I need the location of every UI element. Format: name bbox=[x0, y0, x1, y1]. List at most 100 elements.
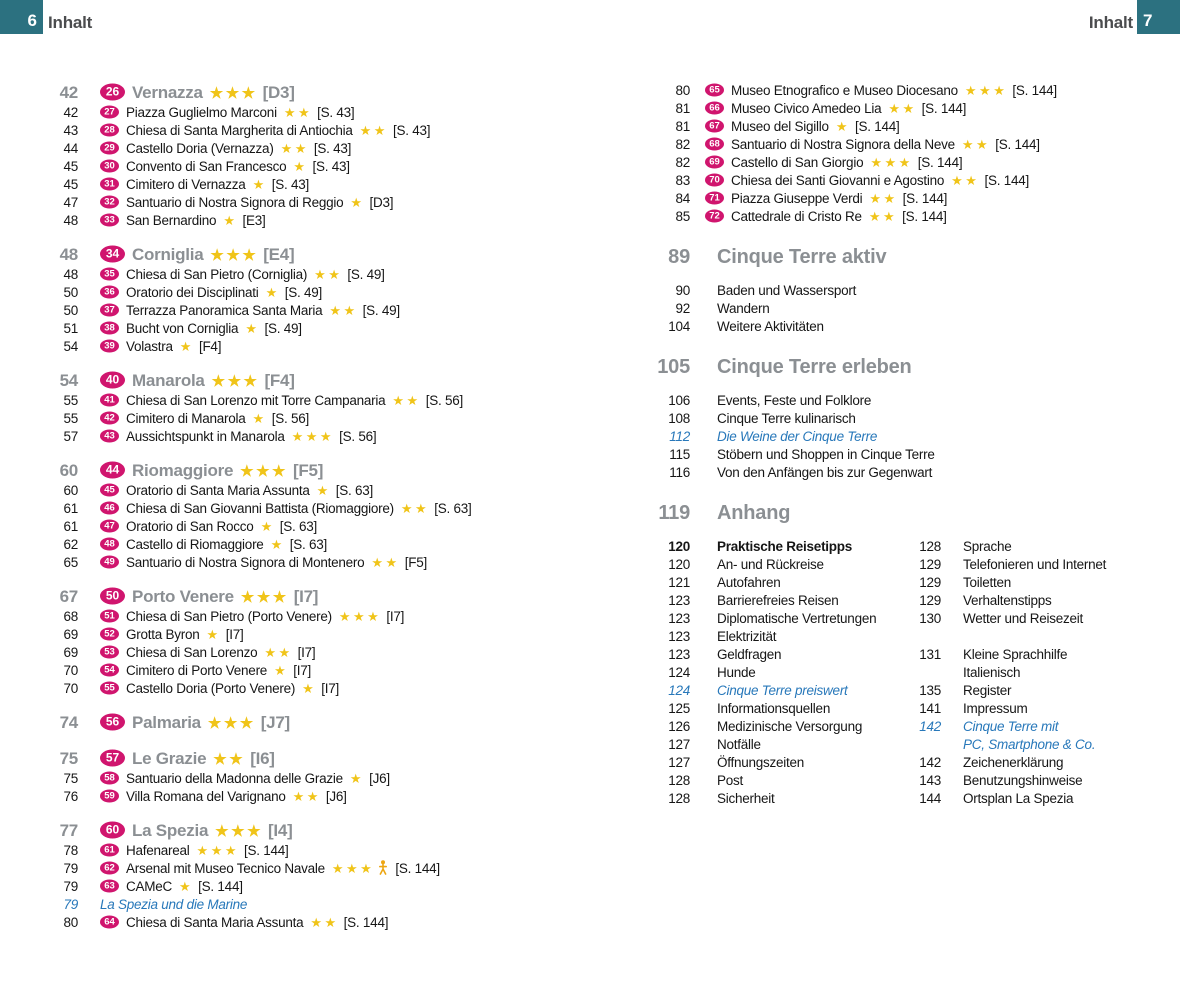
map-ref: [E3] bbox=[242, 213, 266, 228]
toc-entry-row: 79 63 CAMeC ★ [S. 144] bbox=[58, 878, 603, 896]
star-rating: ★★ bbox=[264, 645, 293, 660]
entry-wrap: 44 Riomaggiore ★★★ [F5] bbox=[100, 460, 323, 482]
section-header-row: 48 34 Corniglia ★★★ [E4] bbox=[58, 244, 603, 266]
map-ref: [I7] bbox=[225, 627, 244, 642]
map-ref: [S. 144] bbox=[854, 119, 900, 134]
toc-entry-row: 75 58 Santuario della Madonna delle Grazie… bbox=[58, 770, 603, 788]
major-section-header: 89 Cinque Terre aktiv bbox=[656, 244, 1156, 270]
toc-entry-row: 62 48 Castello di Riomaggiore ★ [S. 63] bbox=[58, 536, 603, 554]
page-number: 128 bbox=[668, 791, 690, 806]
badge-number: 36 bbox=[100, 285, 119, 299]
page-number: 89 bbox=[668, 246, 690, 268]
page-number: 61 bbox=[63, 501, 78, 516]
entry-title: Castello di San Giorgio bbox=[731, 155, 864, 170]
badge-number: 30 bbox=[100, 159, 119, 173]
section-row-list: 106 Events, Feste und Folklore 108 Cinque T… bbox=[656, 392, 1156, 482]
page-number: 116 bbox=[669, 465, 690, 480]
entry-title: Villa Romana del Varignano bbox=[126, 789, 286, 804]
page-number: 123 bbox=[668, 629, 690, 644]
entry-title: San Bernardino bbox=[126, 213, 217, 228]
entry-wrap: 28 Chiesa di Santa Margherita di Antiochi… bbox=[100, 122, 430, 140]
star-rating: ★★★ bbox=[964, 83, 1008, 98]
entry-title: Grotta Byron bbox=[126, 627, 200, 642]
entry-title: Medizinische Versorgung bbox=[717, 719, 863, 734]
badge-number: 49 bbox=[100, 555, 119, 569]
map-ref: [S. 144] bbox=[1012, 83, 1057, 98]
entry-title: Santuario di Nostra Signora di Montenero bbox=[126, 555, 365, 570]
badge-number: 67 bbox=[705, 119, 724, 133]
badge-number: 51 bbox=[100, 609, 119, 623]
entry-wrap: 71 Piazza Giuseppe Verdi ★★ [S. 144] bbox=[705, 190, 947, 208]
entry-wrap: 46 Chiesa di San Giovanni Battista (Rioma… bbox=[100, 500, 472, 518]
entry-title: Von den Anfängen bis zur Gegenwart bbox=[717, 465, 933, 480]
page-number: 106 bbox=[668, 393, 690, 408]
major-section-header: 105 Cinque Terre erleben bbox=[656, 354, 1156, 380]
entry-title: Wetter und Reisezeit bbox=[963, 611, 1084, 626]
entry-title: Cinque Terre kulinarisch bbox=[717, 411, 856, 426]
entry-title: La Spezia und die Marine bbox=[100, 897, 248, 912]
appendix-row: 128 Sicherheit 144 Ortsplan La Spezia bbox=[656, 790, 1156, 808]
section-header-row: 75 57 Le Grazie ★★ [I6] bbox=[58, 748, 603, 770]
toc-entry-row: 55 42 Cimitero di Manarola ★ [S. 56] bbox=[58, 410, 603, 428]
entry-title: Telefonieren und Internet bbox=[963, 557, 1107, 572]
entry-wrap: 31 Cimitero di Vernazza ★ [S. 43] bbox=[100, 176, 309, 194]
toc-entry-row: 82 69 Castello di San Giorgio ★★★ [S. 144] bbox=[656, 154, 1156, 172]
page-number: 127 bbox=[668, 737, 690, 752]
entry-title: Toiletten bbox=[963, 575, 1012, 590]
map-ref: [S. 49] bbox=[362, 303, 401, 318]
badge-number: 60 bbox=[100, 821, 125, 839]
page-number: 60 bbox=[59, 461, 79, 480]
page-number: 80 bbox=[63, 915, 78, 930]
major-section-header: 119 Anhang bbox=[656, 500, 1156, 526]
star-rating: ★ bbox=[252, 177, 267, 192]
badge-number: 58 bbox=[100, 771, 119, 785]
map-ref: [I4] bbox=[268, 821, 293, 840]
entry-wrap: 68 Santuario di Nostra Signora della Neve… bbox=[705, 136, 1040, 154]
page-number: 81 bbox=[675, 101, 690, 116]
page-number: 142 bbox=[919, 719, 941, 734]
section-header-row: 77 60 La Spezia ★★★ [I4] bbox=[58, 820, 603, 842]
entry-wrap: 27 Piazza Guglielmo Marconi ★★ [S. 43] bbox=[100, 104, 355, 122]
entry-title: Register bbox=[963, 683, 1012, 698]
entry-title: Volastra bbox=[126, 339, 173, 354]
badge-number: 29 bbox=[100, 141, 119, 155]
entry-title: Chiesa di Santa Maria Assunta bbox=[126, 915, 304, 930]
page-number: 55 bbox=[63, 411, 78, 426]
appendix-row: 120 An- und Rückreise 129 Telefonieren und … bbox=[656, 556, 1156, 574]
entry-title: Diplomatische Vertretungen bbox=[717, 611, 877, 626]
entry-title: Sicherheit bbox=[717, 791, 775, 806]
map-ref: [S. 144] bbox=[198, 879, 243, 894]
appendix-row: 128 Post 143 Benutzungshinweise bbox=[656, 772, 1156, 790]
star-rating: ★ bbox=[835, 119, 850, 134]
map-ref: [S. 43] bbox=[271, 177, 310, 192]
entry-wrap: 65 Museo Etnografico e Museo Diocesano ★★★… bbox=[705, 82, 1057, 100]
map-ref: [F5] bbox=[404, 555, 428, 570]
page-number: 105 bbox=[657, 356, 690, 378]
entry-title: Santuario di Nostra Signora della Neve bbox=[731, 137, 955, 152]
badge-number: 66 bbox=[705, 101, 724, 115]
section-header-row: 74 56 Palmaria ★★★ [J7] bbox=[58, 712, 603, 734]
page-number: 90 bbox=[675, 283, 690, 298]
section-header-row: 42 26 Vernazza ★★★ [D3] bbox=[58, 82, 603, 104]
entry-title: Piazza Guglielmo Marconi bbox=[126, 105, 277, 120]
toc-entry-row: 44 29 Castello Doria (Vernazza) ★★ [S. 43] bbox=[58, 140, 603, 158]
star-rating: ★★ bbox=[280, 141, 309, 156]
page-number: 57 bbox=[63, 429, 78, 444]
appendix-row: 121 Autofahren 129 Toiletten bbox=[656, 574, 1156, 592]
page-number: 119 bbox=[658, 502, 690, 524]
page-number: 45 bbox=[63, 177, 78, 192]
page-number bbox=[909, 664, 941, 682]
entry-title: La Spezia bbox=[132, 821, 209, 840]
entry-title: Chiesa di San Pietro (Porto Venere) bbox=[126, 609, 332, 624]
badge-number: 50 bbox=[100, 587, 125, 605]
star-rating: ★★★ bbox=[215, 823, 264, 840]
page-number: 69 bbox=[63, 645, 78, 660]
page-number: 130 bbox=[919, 611, 941, 626]
map-ref: [S. 56] bbox=[425, 393, 464, 408]
person-icon bbox=[378, 860, 388, 880]
toc-entry-row: 81 66 Museo Civico Amedeo Lia ★★ [S. 144] bbox=[656, 100, 1156, 118]
toc-entry-row: 92 Wandern bbox=[656, 300, 1156, 318]
map-ref: [S. 49] bbox=[264, 321, 302, 336]
entry-wrap: 62 Arsenal mit Museo Tecnico Navale ★★★ [S.… bbox=[100, 860, 440, 878]
badge-number: 62 bbox=[100, 861, 119, 875]
